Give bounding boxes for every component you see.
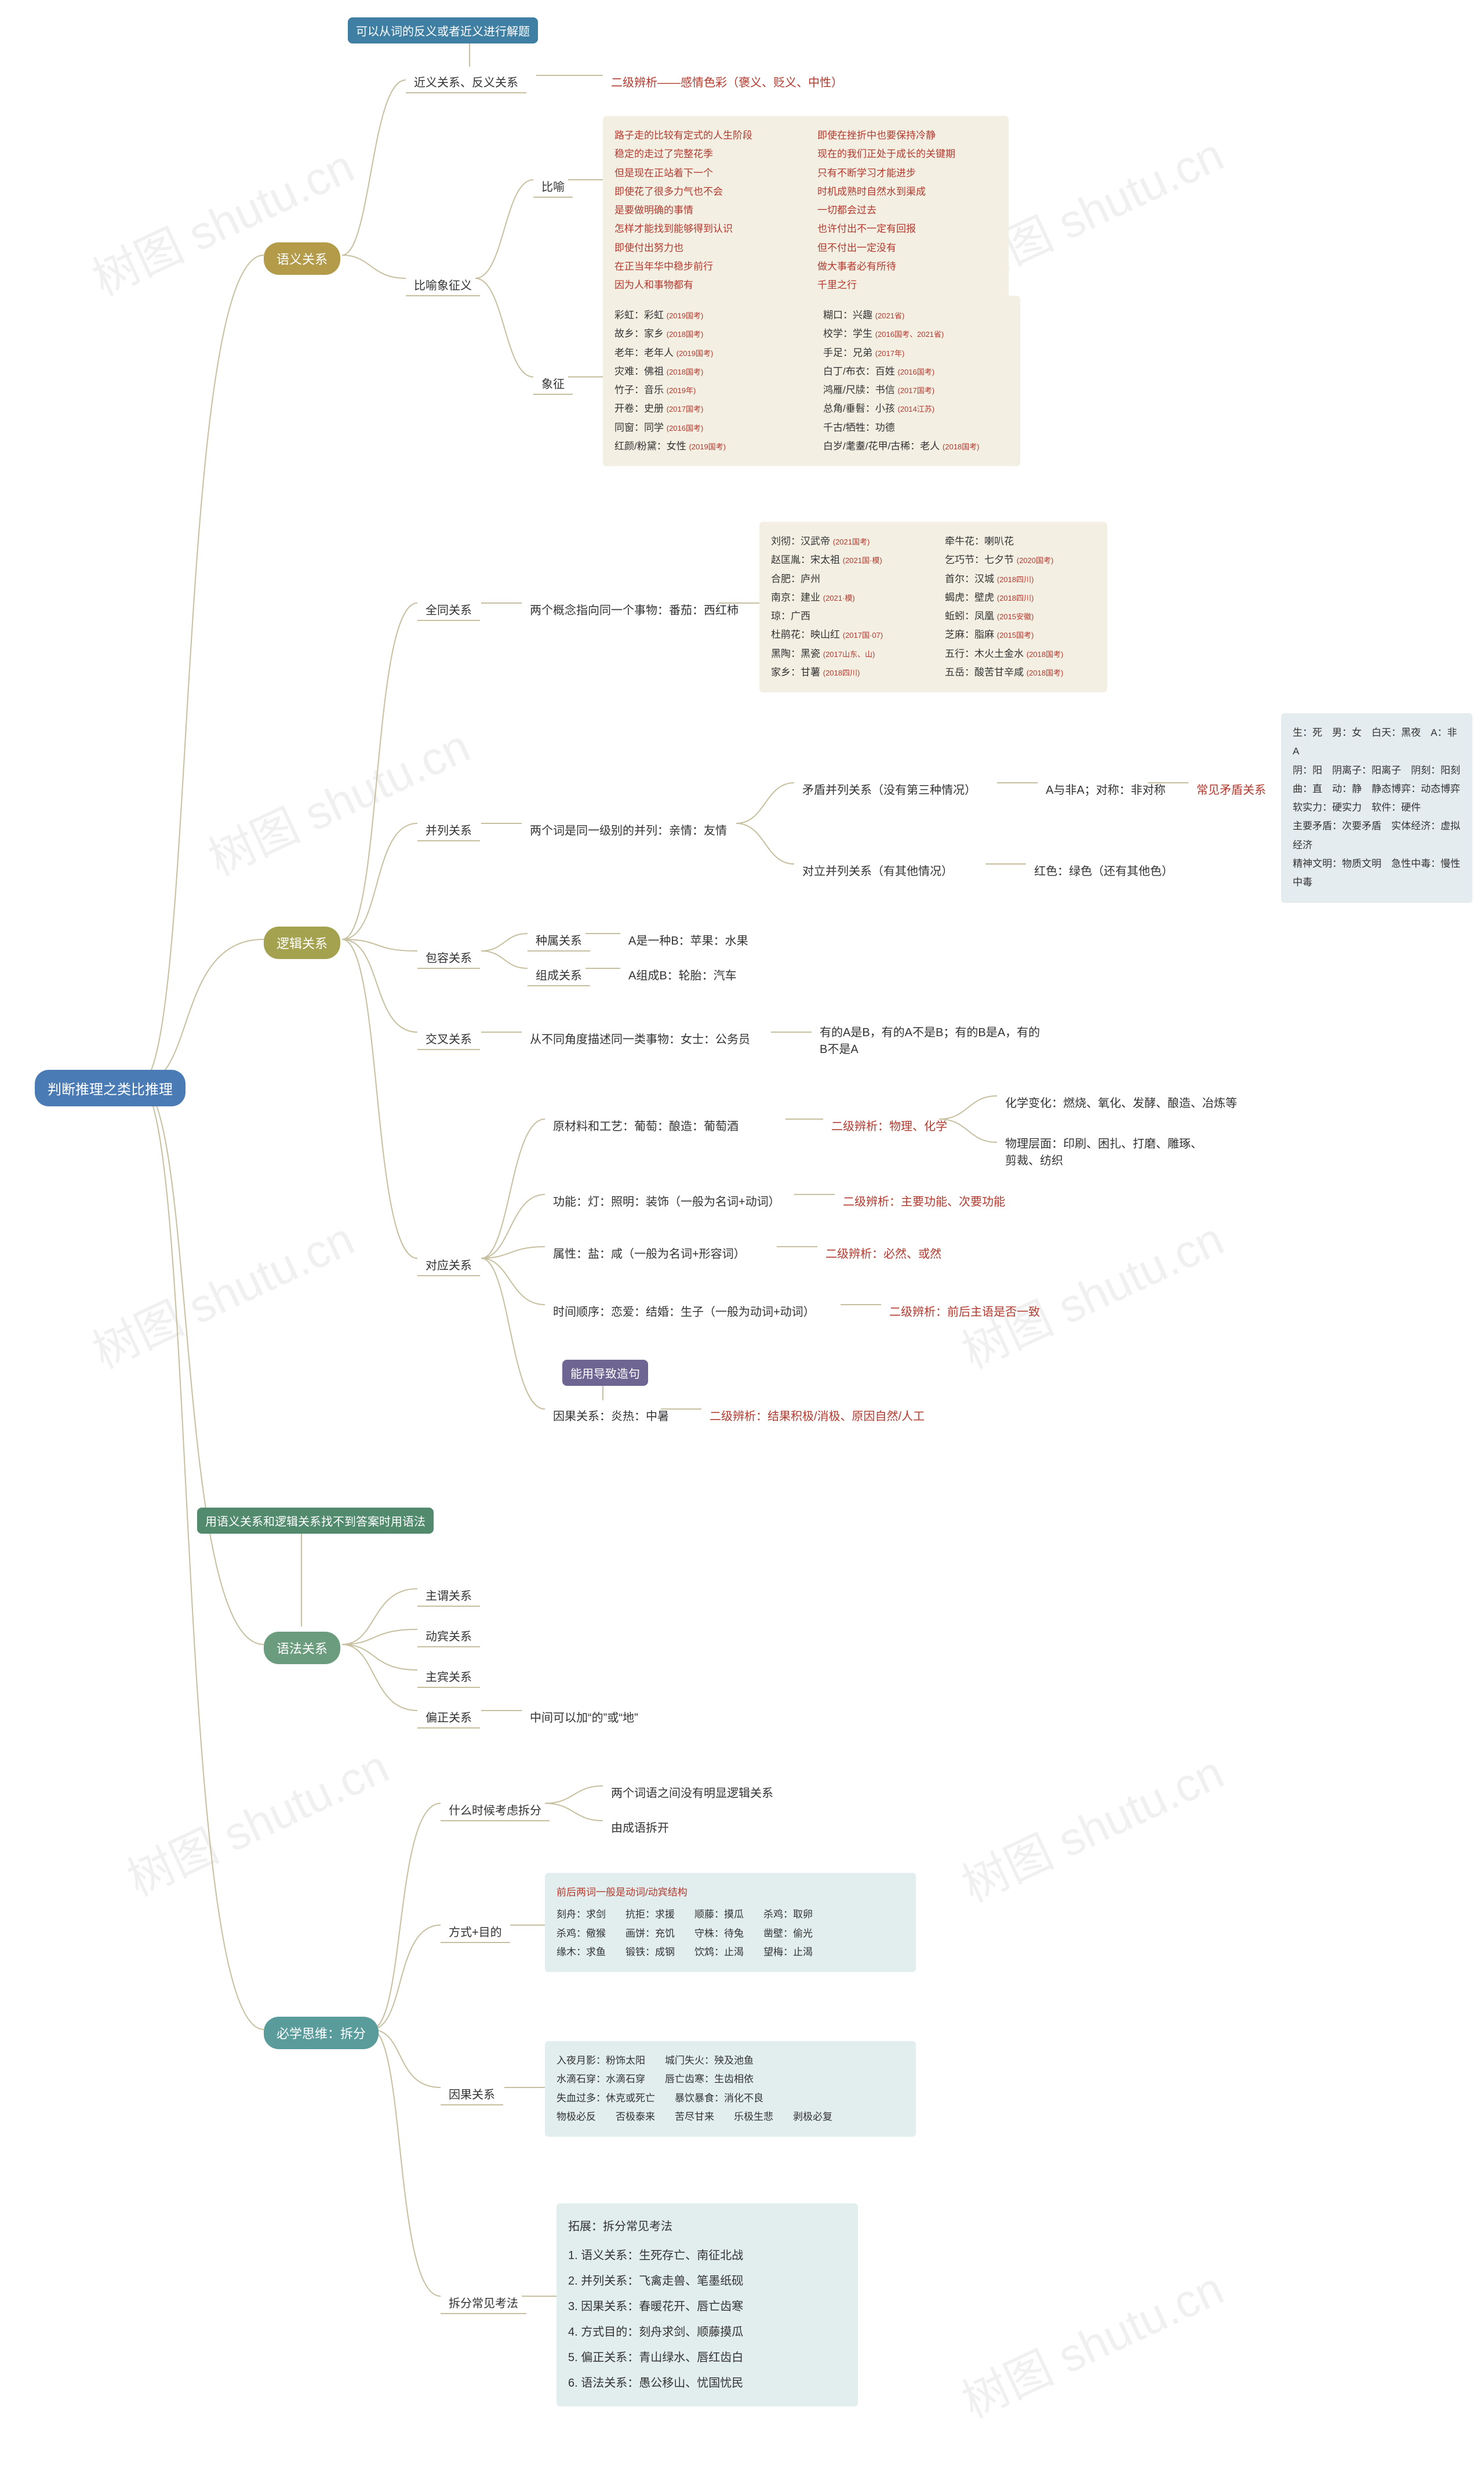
binglie-duili-eg: 红色：绿色（还有其他色） <box>1026 857 1181 883</box>
node-metaphor-root[interactable]: 比喻象征义 <box>406 271 480 296</box>
node-baorong[interactable]: 包容关系 <box>417 944 480 969</box>
binglie-desc: 两个词是同一级别的并列：亲情：友情 <box>522 816 735 843</box>
node-jiaocha[interactable]: 交叉关系 <box>417 1025 480 1050</box>
binglie-maodun: 矛盾并列关系（没有第三种情况） <box>794 776 984 802</box>
root-node[interactable]: 判断推理之类比推理 <box>35 1070 186 1106</box>
watermark: 树图 shutu.cn <box>80 129 363 309</box>
grammar-pianzheng: 偏正关系 <box>417 1704 480 1729</box>
hint-semantic: 可以从词的反义或者近义进行解题 <box>348 17 538 43</box>
corr-attr: 属性：盐：咸（一般为名词+形容词） <box>545 1240 754 1266</box>
corr-time-parse: 二级辨析：前后主语是否一致 <box>881 1298 1048 1324</box>
corr-func: 功能：灯：照明：装饰（一般为名词+动词） <box>545 1188 788 1214</box>
binglie-maodun-eg: A与非A；对称：非对称 <box>1038 776 1174 802</box>
split-when-a: 两个词语之间没有明显逻辑关系 <box>603 1779 781 1805</box>
watermark: 树图 shutu.cn <box>115 1730 398 1909</box>
binglie-duili: 对立并列关系（有其他情况） <box>794 857 961 883</box>
corr-cause-tip: 能用导致造句 <box>562 1360 648 1386</box>
jiaocha-eg: 有的A是B，有的A不是B；有的B是A，有的B不是A <box>812 1018 1055 1061</box>
watermark: 树图 shutu.cn <box>196 709 479 889</box>
corr-material-parse: 二级辨析：物理、化学 <box>823 1112 955 1138</box>
hint-grammar: 用语义关系和逻辑关系找不到答案时用语法 <box>197 1508 434 1534</box>
grammar-zhubin: 主宾关系 <box>417 1663 480 1688</box>
section-grammar[interactable]: 语法关系 <box>264 1632 340 1664</box>
split-cause: 因果关系 <box>441 2080 503 2105</box>
grammar-pz-note: 中间可以加“的”或“地” <box>522 1704 646 1730</box>
section-split[interactable]: 必学思维：拆分 <box>264 2017 379 2049</box>
split-when: 什么时候考虑拆分 <box>441 1796 550 1821</box>
corr-time: 时间顺序：恋爱：结婚：生子（一般为动词+动词） <box>545 1298 823 1324</box>
corr-material: 原材料和工艺：葡萄：酿造：葡萄酒 <box>545 1112 747 1138</box>
corr-attr-parse: 二级辨析：必然、或然 <box>817 1240 950 1266</box>
section-logic[interactable]: 逻辑关系 <box>264 927 340 959</box>
card-maodun: 生：死 男：女 白天：黑夜 A：非A阴：阳 阴离子：阳离子 阴刻：阳刻曲：直 动… <box>1281 713 1472 903</box>
quantong-desc: 两个概念指向同一个事物：番茄：西红柿 <box>522 596 747 622</box>
section-semantic[interactable]: 语义关系 <box>264 242 340 275</box>
watermark: 树图 shutu.cn <box>80 1202 363 1382</box>
node-compose: 组成关系 <box>528 961 590 986</box>
jiaocha-desc: 从不同角度描述同一类事物：女士：公务员 <box>522 1025 758 1051</box>
node-biyu[interactable]: 比喻 <box>533 173 573 198</box>
node-quantong[interactable]: 全同关系 <box>417 596 480 621</box>
card-yinguo: 入夜月影：粉饰太阳 城门失火：殃及池鱼水滴石穿：水滴石穿 唇亡齿寒：生齿相依失血… <box>545 2041 916 2137</box>
compose-eg: A组成B：轮胎：汽车 <box>620 961 745 987</box>
corr-material-l1: 化学变化：燃烧、氧化、发酵、酿造、冶炼等 <box>997 1089 1245 1115</box>
node-duiying[interactable]: 对应关系 <box>417 1251 480 1276</box>
node-species: 种属关系 <box>528 927 590 952</box>
split-when-b: 由成语拆开 <box>603 1814 677 1840</box>
node-synonym[interactable]: 近义关系、反义关系 <box>406 68 526 93</box>
split-common: 拆分常见考法 <box>441 2289 526 2314</box>
species-eg: A是一种B：苹果：水果 <box>620 927 756 953</box>
node-binglie[interactable]: 并列关系 <box>417 816 480 841</box>
card-xiangzheng: 彩虹：彩虹 (2019国考)故乡：家乡 (2018国考)老年：老年人 (2019… <box>603 296 1020 466</box>
grammar-dongbin: 动宾关系 <box>417 1622 480 1647</box>
split-method: 方式+目的 <box>441 1918 510 1943</box>
binglie-common: 常见矛盾关系 <box>1188 776 1274 802</box>
watermark: 树图 shutu.cn <box>950 1735 1232 1915</box>
card-quantong: 刘彻：汉武帝 (2021国考)赵匡胤：宋太祖 (2021国·模)合肥：庐州南京：… <box>759 522 1107 692</box>
grammar-zhuwei: 主谓关系 <box>417 1582 480 1607</box>
node-xiangzheng[interactable]: 象征 <box>533 370 573 395</box>
corr-material-l2: 物理层面：印刷、困扎、打磨、雕琢、剪裁、纺织 <box>997 1130 1217 1172</box>
card-fangshi: 前后两词一般是动词/动宾结构 刻舟：求剑 抗拒：求援 顺藤：摸瓜 杀鸡：取卵杀鸡… <box>545 1873 916 1972</box>
corr-cause: 因果关系：炎热：中暑 <box>545 1402 677 1428</box>
corr-cause-parse: 二级辨析：结果积极/消极、原因自然/人工 <box>701 1402 933 1428</box>
watermark: 树图 shutu.cn <box>950 1202 1232 1382</box>
card-common: 拓展：拆分常见考法 1. 语义关系：生死存亡、南征北战2. 并列关系：飞禽走兽、… <box>556 2203 858 2406</box>
corr-func-parse: 二级辨析：主要功能、次要功能 <box>835 1188 1013 1214</box>
synonym-detail: 二级辨析——感情色彩（褒义、贬义、中性） <box>603 68 851 95</box>
watermark: 树图 shutu.cn <box>950 2252 1232 2431</box>
